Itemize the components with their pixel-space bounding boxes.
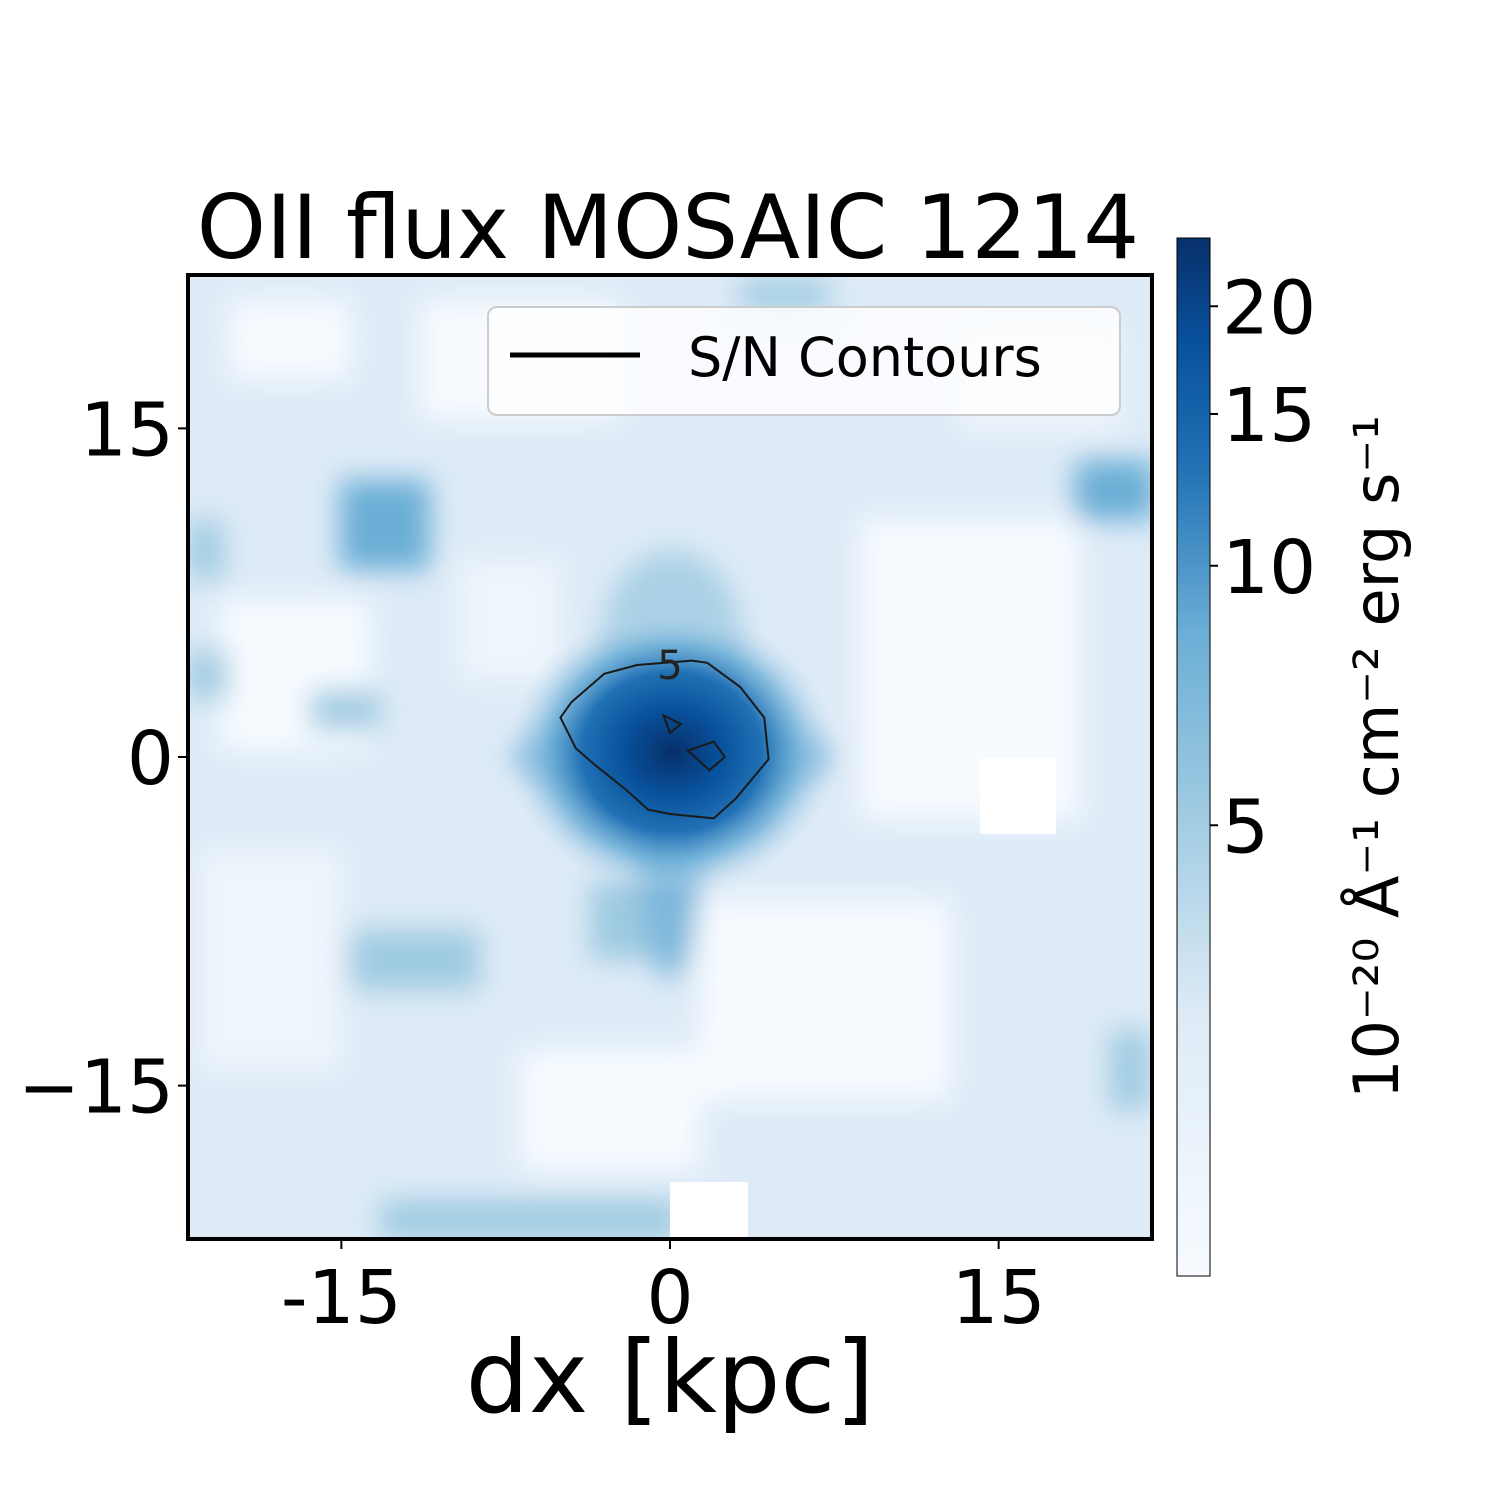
noise-patch bbox=[1110, 1030, 1150, 1110]
noise-patch bbox=[340, 480, 430, 570]
noise-patch bbox=[200, 850, 340, 1070]
chart-title: OII flux MOSAIC 1214 bbox=[197, 176, 1140, 279]
legend-box bbox=[487, 306, 1121, 416]
noise-patch bbox=[380, 1200, 680, 1239]
emission-peak bbox=[507, 607, 837, 897]
colorbar-tick-label: 15 bbox=[1222, 373, 1316, 459]
x-tick-label: 15 bbox=[952, 1255, 1046, 1341]
y-axis-ticks: 15 0 −15 bbox=[18, 387, 188, 1131]
colorbar-label: 10⁻²⁰ Å⁻¹ cm⁻² erg s⁻¹ bbox=[1340, 415, 1413, 1099]
noise-patch bbox=[188, 650, 228, 700]
y-tick-label: 15 bbox=[80, 387, 174, 473]
sn-contour-line bbox=[661, 713, 683, 735]
noise-patch bbox=[700, 900, 950, 1100]
heatmap-image: 5 bbox=[188, 275, 1152, 1239]
x-axis-ticks: -15 0 15 bbox=[281, 1239, 1046, 1341]
legend-entry: S/N Contours bbox=[688, 326, 1042, 389]
sn-contour-line bbox=[685, 740, 727, 772]
sn-contours: 5 bbox=[559, 643, 770, 820]
noise-patch bbox=[740, 280, 830, 310]
noise-patch bbox=[1075, 460, 1152, 520]
noise-patch bbox=[310, 690, 380, 730]
x-tick-label: 0 bbox=[646, 1255, 693, 1341]
masked-region bbox=[670, 1182, 748, 1239]
colorbar-gradient bbox=[1176, 237, 1211, 1277]
noise-patch bbox=[520, 1050, 700, 1170]
noise-patch bbox=[230, 300, 350, 380]
legend: S/N Contours bbox=[487, 306, 1121, 416]
contour-label: 5 bbox=[657, 643, 682, 689]
sn-contour-line bbox=[559, 659, 770, 820]
noise-patch bbox=[188, 520, 223, 580]
colorbar-ticks: 5 10 15 20 bbox=[1210, 265, 1316, 870]
colorbar-tick-label: 20 bbox=[1222, 265, 1316, 351]
noise-patch bbox=[460, 560, 560, 680]
noise-patch bbox=[350, 930, 480, 990]
colorbar: 5 10 15 20 10⁻²⁰ Å⁻¹ cm⁻² erg s⁻¹ bbox=[1176, 237, 1413, 1277]
x-axis-label: dx [kpc] bbox=[466, 1319, 875, 1436]
x-tick-label: -15 bbox=[281, 1255, 402, 1341]
masked-region bbox=[980, 758, 1056, 834]
colorbar-tick-label: 5 bbox=[1222, 784, 1269, 870]
y-tick-label: 0 bbox=[127, 716, 174, 802]
colorbar-tick-label: 10 bbox=[1222, 525, 1316, 611]
y-tick-label: −15 bbox=[18, 1045, 174, 1131]
